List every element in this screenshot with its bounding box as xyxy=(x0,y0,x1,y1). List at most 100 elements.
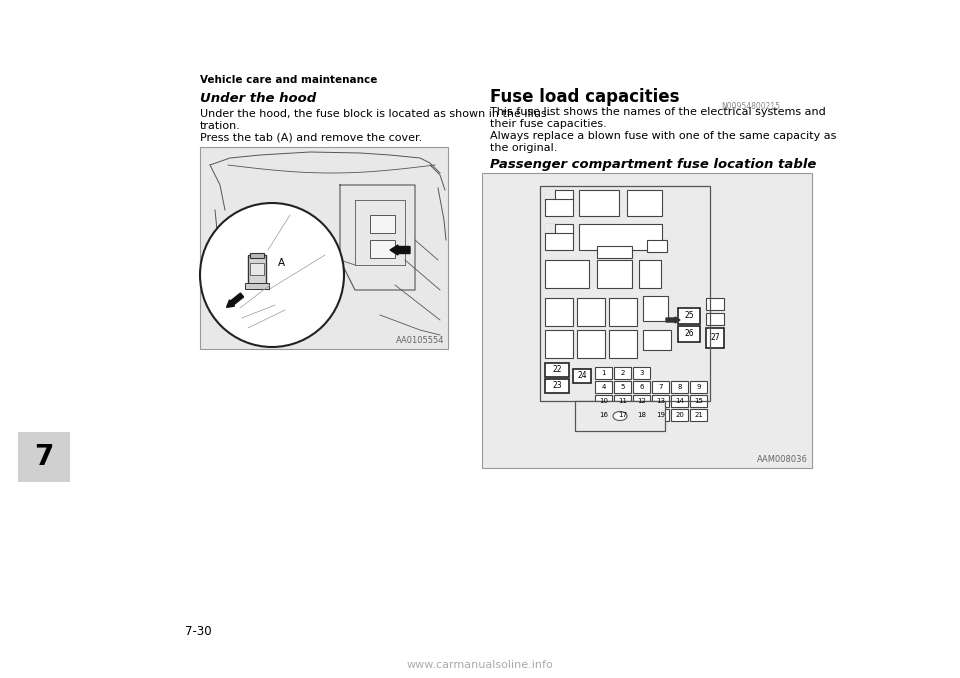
Text: 11: 11 xyxy=(618,398,627,404)
Text: 13: 13 xyxy=(656,398,665,404)
Text: tration.: tration. xyxy=(200,121,241,131)
Bar xyxy=(597,260,632,288)
Circle shape xyxy=(200,203,344,347)
Text: 9: 9 xyxy=(696,384,701,390)
Bar xyxy=(577,298,605,326)
Bar xyxy=(614,409,631,421)
Bar xyxy=(545,330,573,358)
Text: 27: 27 xyxy=(710,334,720,342)
Bar xyxy=(545,224,573,250)
FancyArrow shape xyxy=(227,293,244,307)
Bar xyxy=(633,367,650,379)
Bar xyxy=(245,283,269,289)
Bar xyxy=(595,367,612,379)
Bar xyxy=(614,381,631,393)
Text: 16: 16 xyxy=(599,412,608,418)
Bar xyxy=(643,330,671,350)
Bar xyxy=(678,308,700,324)
Bar xyxy=(690,409,707,421)
Bar xyxy=(690,381,707,393)
Bar xyxy=(579,190,619,216)
Bar xyxy=(633,381,650,393)
Bar xyxy=(595,409,612,421)
Text: 19: 19 xyxy=(656,412,665,418)
Bar xyxy=(706,313,724,325)
Text: 24: 24 xyxy=(577,372,587,380)
Bar xyxy=(706,298,724,310)
Bar xyxy=(545,260,589,288)
Bar xyxy=(545,298,573,326)
Text: Under the hood, the fuse block is located as shown in the illus-: Under the hood, the fuse block is locate… xyxy=(200,109,551,119)
Bar xyxy=(579,224,662,250)
Bar xyxy=(678,326,700,342)
Text: 12: 12 xyxy=(637,398,646,404)
Text: Press the tab (A) and remove the cover.: Press the tab (A) and remove the cover. xyxy=(200,133,422,143)
Text: 26: 26 xyxy=(684,330,694,338)
Text: 22: 22 xyxy=(552,365,562,374)
Bar xyxy=(597,246,632,258)
Bar xyxy=(248,255,266,285)
Bar xyxy=(200,147,448,349)
Bar xyxy=(250,263,264,275)
Bar xyxy=(671,381,688,393)
Text: 1: 1 xyxy=(601,370,606,376)
Text: 6: 6 xyxy=(639,384,644,390)
Bar xyxy=(545,379,569,393)
Bar xyxy=(671,409,688,421)
Bar xyxy=(706,328,724,348)
Text: AA0105554: AA0105554 xyxy=(396,336,444,345)
FancyArrow shape xyxy=(390,245,410,255)
Text: Under the hood: Under the hood xyxy=(200,92,316,105)
Bar xyxy=(652,409,669,421)
Text: www.carmanualsoline.info: www.carmanualsoline.info xyxy=(407,660,553,670)
Bar xyxy=(671,395,688,407)
Text: 21: 21 xyxy=(694,412,703,418)
Bar xyxy=(633,395,650,407)
Bar xyxy=(609,330,637,358)
Bar xyxy=(482,173,812,468)
Bar xyxy=(595,395,612,407)
Text: 15: 15 xyxy=(694,398,703,404)
Text: their fuse capacities.: their fuse capacities. xyxy=(490,119,607,129)
Bar xyxy=(540,186,710,401)
FancyArrow shape xyxy=(666,317,680,323)
Bar xyxy=(250,253,264,258)
Bar xyxy=(639,260,661,288)
Bar xyxy=(652,381,669,393)
Bar xyxy=(545,190,555,199)
Text: Fuse load capacities: Fuse load capacities xyxy=(490,88,680,106)
Bar xyxy=(609,298,637,326)
Bar xyxy=(370,240,395,258)
Ellipse shape xyxy=(613,412,627,420)
Text: the original.: the original. xyxy=(490,143,558,153)
Text: 3: 3 xyxy=(639,370,644,376)
Text: 4: 4 xyxy=(601,384,606,390)
Bar xyxy=(370,215,395,233)
Text: 18: 18 xyxy=(637,412,646,418)
Text: 2: 2 xyxy=(620,370,625,376)
Text: 25: 25 xyxy=(684,311,694,321)
Bar xyxy=(614,395,631,407)
Bar xyxy=(643,296,668,321)
Text: 23: 23 xyxy=(552,382,562,391)
Text: A: A xyxy=(278,258,285,268)
Text: 17: 17 xyxy=(618,412,627,418)
Bar xyxy=(575,401,665,431)
Text: N00954800215: N00954800215 xyxy=(721,102,780,111)
Bar xyxy=(545,190,573,216)
Bar xyxy=(545,363,569,377)
Bar xyxy=(633,409,650,421)
Bar xyxy=(18,432,70,482)
Text: 7: 7 xyxy=(659,384,662,390)
Text: 8: 8 xyxy=(677,384,682,390)
Bar xyxy=(595,381,612,393)
Bar xyxy=(690,395,707,407)
Bar xyxy=(614,367,631,379)
Text: Vehicle care and maintenance: Vehicle care and maintenance xyxy=(200,75,377,85)
Bar xyxy=(647,240,667,252)
Bar xyxy=(652,395,669,407)
Text: AAM008036: AAM008036 xyxy=(757,455,808,464)
Text: Passenger compartment fuse location table: Passenger compartment fuse location tabl… xyxy=(490,158,816,171)
Text: 14: 14 xyxy=(675,398,684,404)
Text: Always replace a blown fuse with one of the same capacity as: Always replace a blown fuse with one of … xyxy=(490,131,836,141)
